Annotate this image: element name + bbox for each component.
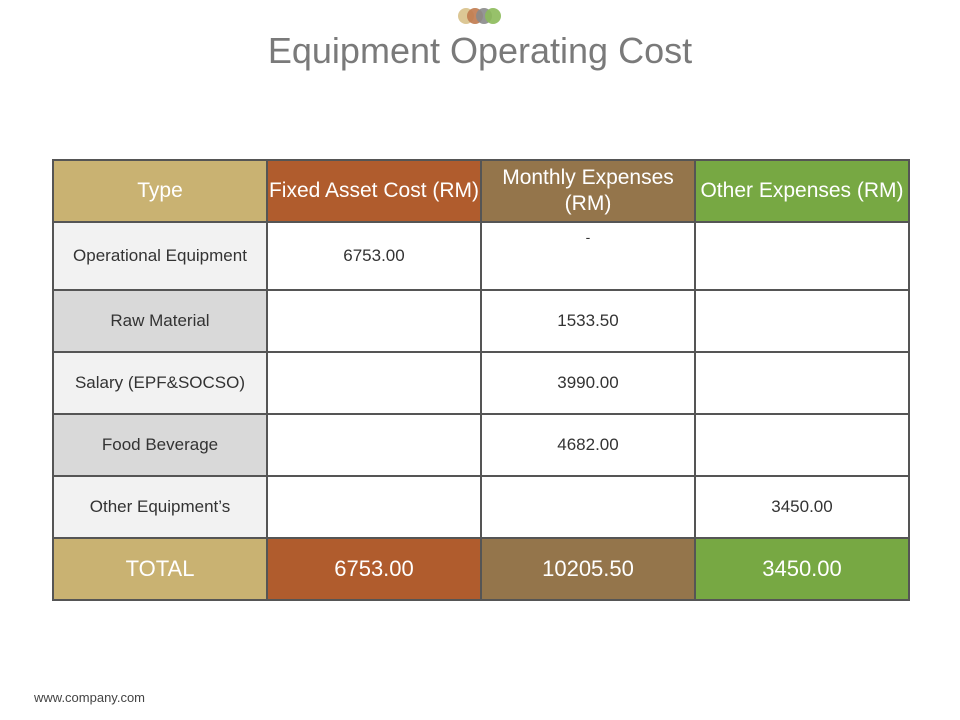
footer-website: www.company.com [34,690,146,705]
row-other [694,221,910,291]
total-monthly: 10205.50 [480,537,696,601]
table-row: Other Equipment’s 3450.00 [52,475,910,539]
row-type: Salary (EPF&SOCSO) [52,351,268,415]
total-other: 3450.00 [694,537,910,601]
total-label: TOTAL [52,537,268,601]
header-other-expenses: Other Expenses (RM) [694,159,910,223]
row-monthly: - [480,221,696,291]
table-row: Operational Equipment 6753.00 - [52,221,910,291]
row-fixed [266,289,482,353]
header-monthly-expenses: Monthly Expenses (RM) [480,159,696,223]
header-fixed-asset-cost: Fixed Asset Cost (RM) [266,159,482,223]
row-other: 3450.00 [694,475,910,539]
row-fixed: 6753.00 [266,221,482,291]
row-monthly: 1533.50 [480,289,696,353]
row-fixed [266,351,482,415]
row-other [694,413,910,477]
page-title: Equipment Operating Cost [267,30,693,71]
row-monthly: 4682.00 [480,413,696,477]
header-type: Type [52,159,268,223]
total-fixed: 6753.00 [266,537,482,601]
row-monthly [480,475,696,539]
table-row: Salary (EPF&SOCSO) 3990.00 [52,351,910,415]
row-fixed [266,413,482,477]
row-fixed [266,475,482,539]
row-monthly: 3990.00 [480,351,696,415]
logo-icon [458,8,504,26]
row-type: Food Beverage [52,413,268,477]
cost-table: Type Fixed Asset Cost (RM) Monthly Expen… [52,159,910,601]
row-type: Raw Material [52,289,268,353]
row-other [694,289,910,353]
row-type: Other Equipment’s [52,475,268,539]
row-type: Operational Equipment [52,221,268,291]
table-header-row: Type Fixed Asset Cost (RM) Monthly Expen… [52,159,910,223]
total-row: TOTAL 6753.00 10205.50 3450.00 [52,537,910,601]
table-row: Food Beverage 4682.00 [52,413,910,477]
table-row: Raw Material 1533.50 [52,289,910,353]
row-other [694,351,910,415]
